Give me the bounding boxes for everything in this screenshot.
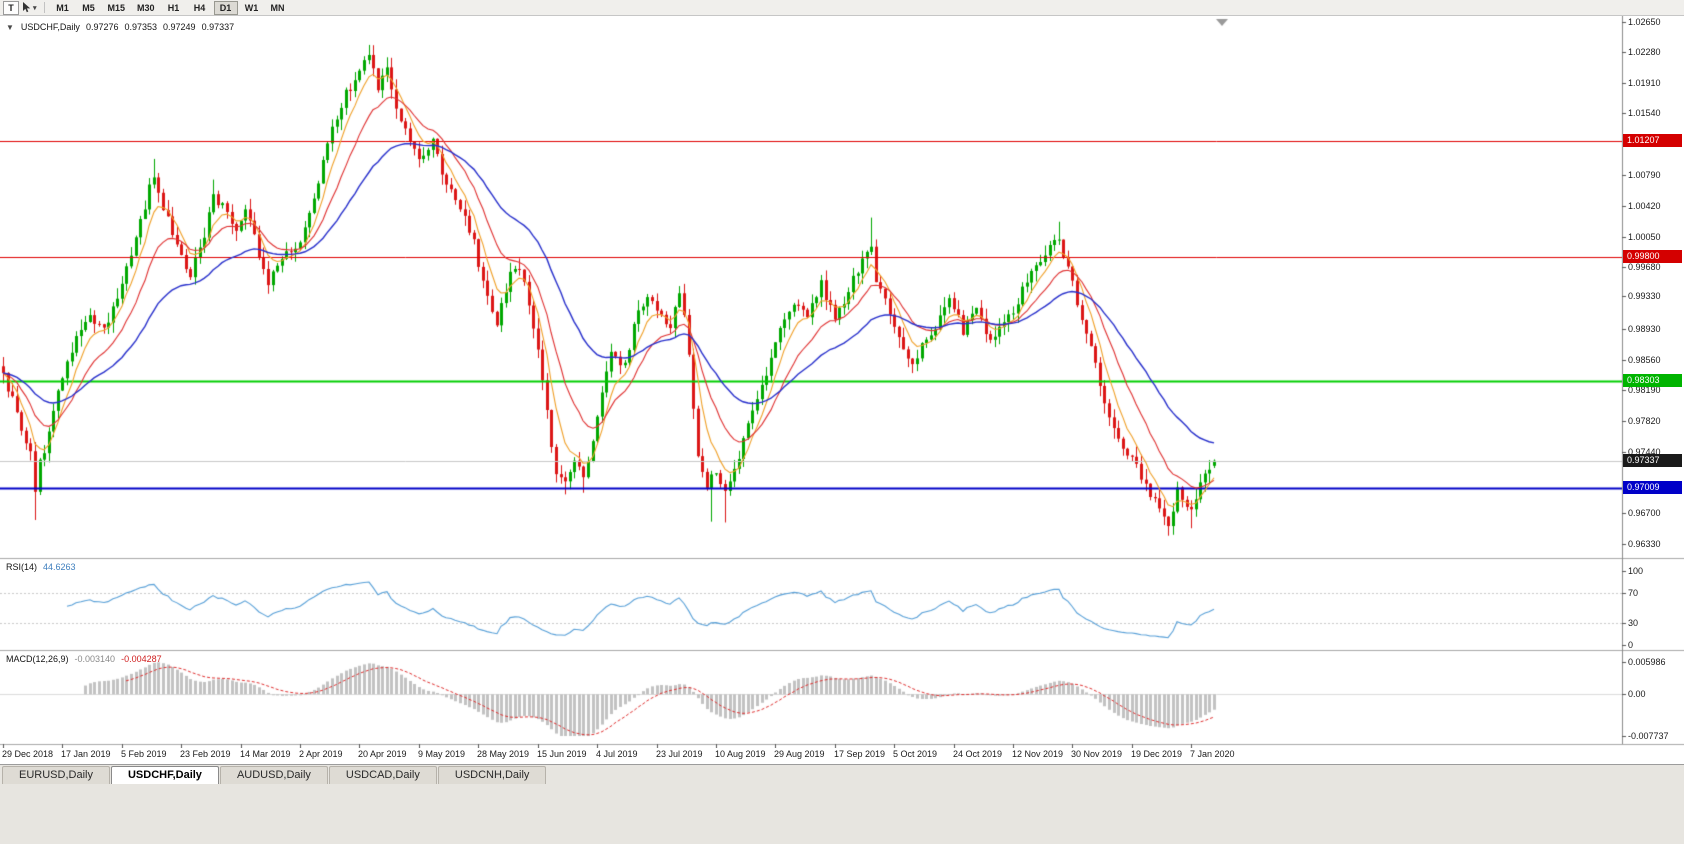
date-axis-label: 29 Aug 2019	[774, 749, 825, 759]
date-axis-label: 5 Oct 2019	[893, 749, 938, 759]
rsi-indicator-label: RSI(14) 44.6263	[6, 562, 76, 572]
date-axis-label: 23 Jul 2019	[656, 749, 703, 759]
period-button-h4[interactable]: H4	[193, 2, 206, 13]
date-axis-label: 9 May 2019	[418, 749, 466, 759]
date-axis-label: 23 Feb 2019	[180, 749, 231, 759]
period-button-w1[interactable]: W1	[244, 2, 259, 13]
period-button-m15[interactable]: M15	[107, 2, 126, 13]
rsi-value: 44.6263	[43, 562, 76, 572]
macd-signal-value: -0.004287	[121, 654, 162, 664]
chart-area[interactable]: ▼ USDCHF,Daily 0.97276 0.97353 0.97249 0…	[0, 16, 1684, 764]
rsi-name: RSI(14)	[6, 562, 38, 572]
date-axis-label: 20 Apr 2019	[358, 749, 407, 759]
ohlc-open: 0.97276	[85, 22, 119, 32]
date-axis-label: 29 Dec 2018	[2, 749, 54, 759]
date-axis-label: 24 Oct 2019	[953, 749, 1003, 759]
tab-eurusd-daily[interactable]: EURUSD,Daily	[2, 766, 110, 784]
chart-title: ▼ USDCHF,Daily 0.97276 0.97353 0.97249 0…	[6, 22, 234, 32]
tab-audusd-daily[interactable]: AUDUSD,Daily	[219, 766, 328, 784]
period-button-d1[interactable]: D1	[213, 0, 238, 15]
period-button-m1[interactable]: M1	[56, 2, 69, 13]
period-button-m5[interactable]: M5	[82, 2, 95, 13]
template-button[interactable]: T	[3, 0, 19, 15]
cursor-tool-button[interactable]: ▾	[21, 1, 38, 15]
tab-usdcad-daily[interactable]: USDCAD,Daily	[328, 766, 437, 784]
date-axis-label: 2 Apr 2019	[299, 749, 343, 759]
period-button-h1[interactable]: H1	[167, 2, 180, 13]
cursor-icon	[23, 2, 31, 13]
macd-name: MACD(12,26,9)	[6, 654, 69, 664]
date-axis-label: 5 Feb 2019	[121, 749, 167, 759]
date-axis-label: 19 Dec 2019	[1131, 749, 1183, 759]
macd-indicator-label: MACD(12,26,9) -0.003140 -0.004287	[6, 654, 162, 664]
date-axis-label: 17 Sep 2019	[834, 749, 886, 759]
chart-tab-bar: EURUSD,Daily USDCHF,Daily AUDUSD,Daily U…	[0, 764, 1684, 784]
period-button-m30[interactable]: M30	[137, 2, 155, 13]
status-area	[0, 784, 1684, 844]
period-button-mn[interactable]: MN	[270, 2, 285, 13]
price-chart-canvas[interactable]	[0, 16, 1684, 748]
date-axis-label: 30 Nov 2019	[1071, 749, 1123, 759]
date-axis-label: 28 May 2019	[477, 749, 530, 759]
date-axis-label: 15 Jun 2019	[537, 749, 587, 759]
date-axis-label: 7 Jan 2020	[1190, 749, 1235, 759]
chevron-down-icon: ▾	[33, 4, 37, 12]
date-axis-label: 17 Jan 2019	[61, 749, 111, 759]
ohlc-high: 0.97353	[124, 22, 158, 32]
date-axis-label: 10 Aug 2019	[715, 749, 766, 759]
toolbar-separator	[43, 2, 45, 13]
tab-usdcnh-daily[interactable]: USDCNH,Daily	[437, 766, 547, 784]
symbol-period-label: USDCHF,Daily	[20, 22, 80, 32]
date-axis-label: 14 Mar 2019	[240, 749, 291, 759]
tab-usdchf-daily[interactable]: USDCHF,Daily	[110, 766, 219, 784]
date-axis-label: 12 Nov 2019	[1012, 749, 1064, 759]
timeframe-toolbar: T ▾ M1 M5 M15 M30 H1 H4 D1 W1 MN	[0, 0, 1684, 16]
ohlc-close: 0.97337	[201, 22, 235, 32]
date-axis-label: 4 Jul 2019	[596, 749, 638, 759]
macd-value: -0.003140	[74, 654, 116, 664]
ohlc-low: 0.97249	[163, 22, 196, 32]
one-click-trading-toggle[interactable]: ▼	[6, 22, 14, 32]
